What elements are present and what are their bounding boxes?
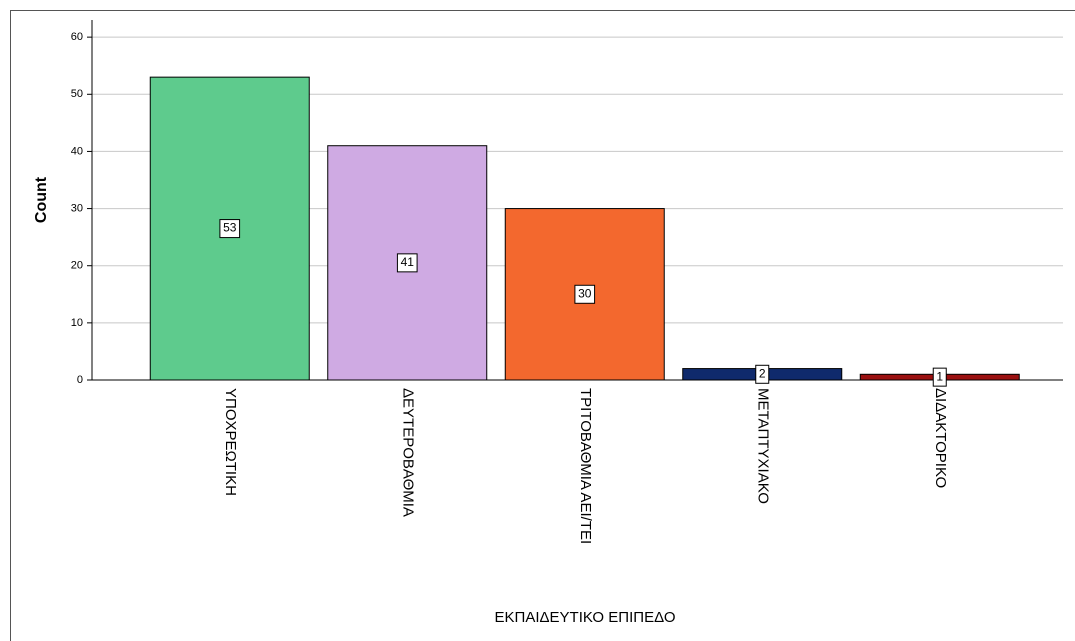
data-label-box <box>932 367 947 387</box>
x-tick-label: ΔΕΥΤΕΡΟΒΑΘΜΙΑ <box>399 388 416 517</box>
data-label: 2 <box>759 366 766 380</box>
data-label-box <box>219 219 241 239</box>
x-axis-title: ΕΚΠΑΙΔΕΥΤΙΚΟ ΕΠΙΠΕΔΟ <box>495 609 676 626</box>
y-tick-label: 10 <box>71 317 83 329</box>
data-label-box <box>396 253 418 273</box>
y-tick-label: 30 <box>71 202 83 214</box>
x-tick-label: ΤΡΙΤΟΒΑΘΜΙΑ ΑΕΙ/ΤΕΙ <box>577 388 594 544</box>
data-label-box <box>755 364 770 384</box>
x-tick-label: ΥΠΟΧΡΕΩΤΙΚΗ <box>222 388 239 496</box>
data-label: 30 <box>578 286 592 300</box>
y-axis-title: Count <box>33 176 50 223</box>
data-label-box <box>574 284 596 304</box>
data-label: 41 <box>401 255 415 269</box>
data-label: 1 <box>936 369 943 383</box>
x-tick-label: ΔΙΔΑΚΤΟΡΙΚΟ <box>932 388 949 488</box>
y-tick-label: 20 <box>71 260 83 272</box>
x-tick-label: ΜΕΤΑΠΤΥΧΙΑΚΟ <box>754 388 771 504</box>
data-label: 53 <box>223 221 237 235</box>
y-tick-label: 40 <box>71 145 83 157</box>
y-tick-label: 60 <box>71 31 83 43</box>
y-tick-label: 0 <box>77 374 83 386</box>
y-tick-label: 50 <box>71 88 83 100</box>
